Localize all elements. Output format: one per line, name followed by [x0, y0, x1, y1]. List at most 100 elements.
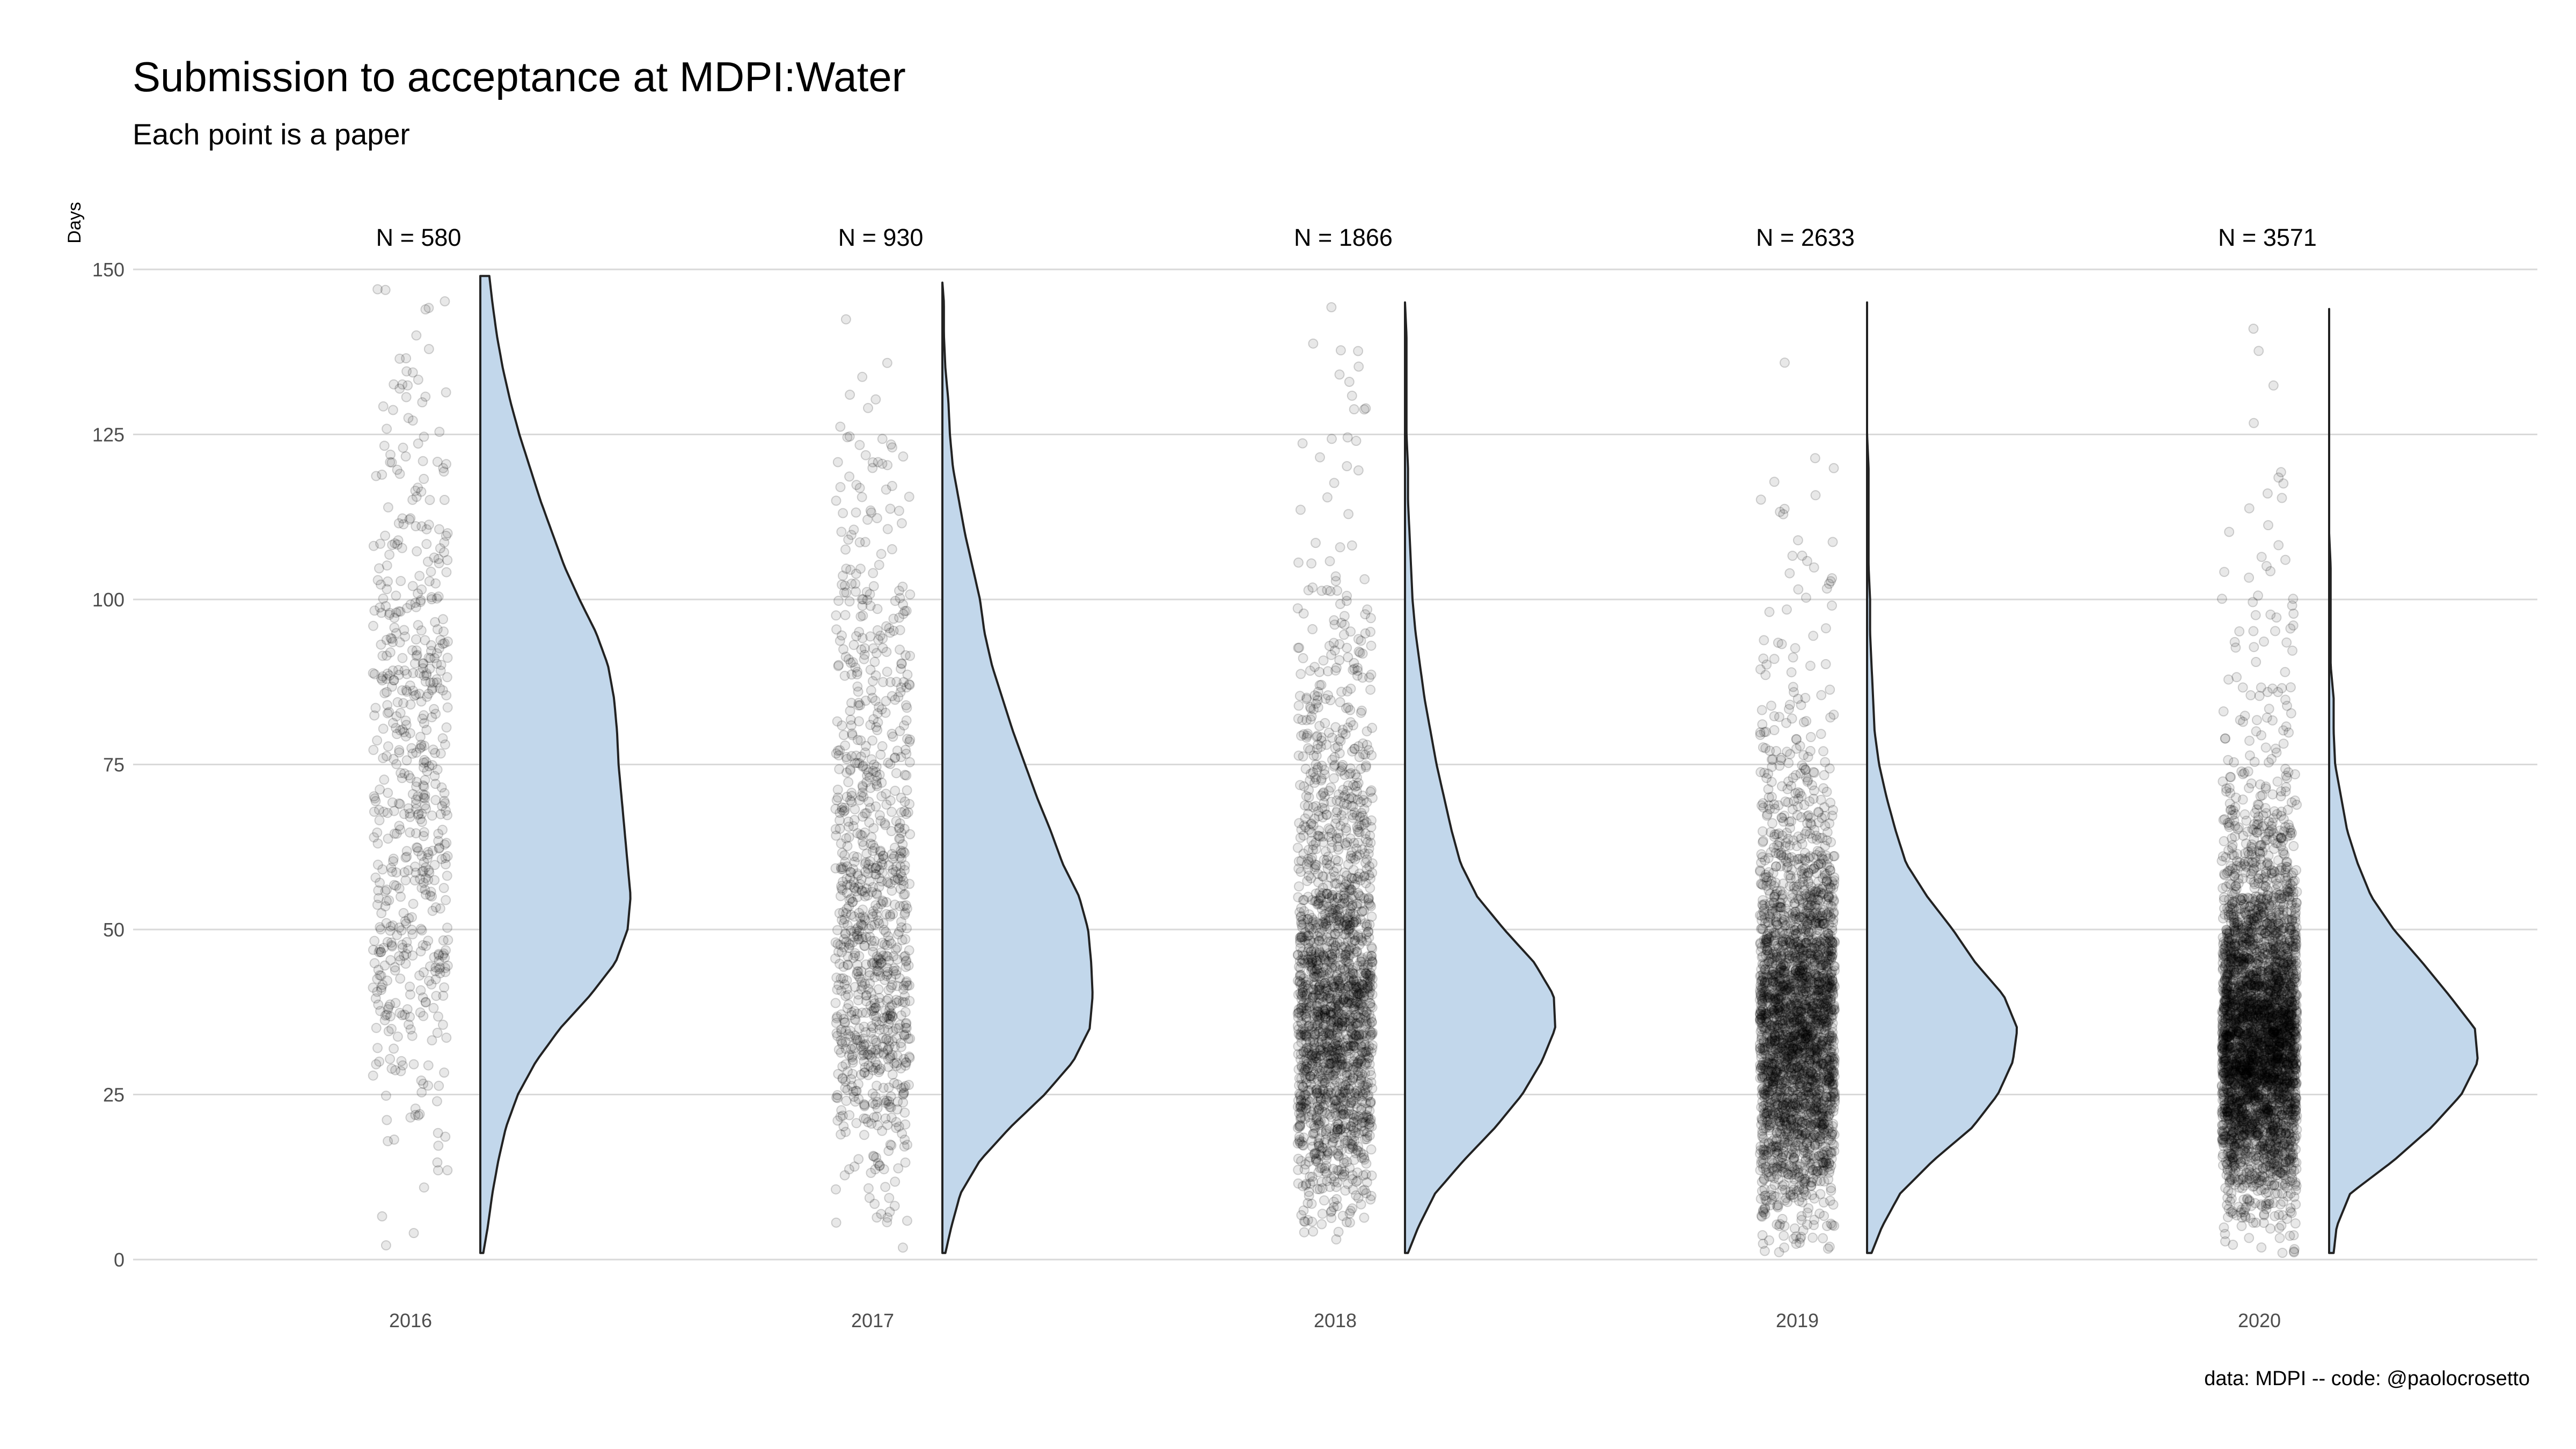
data-point — [1354, 752, 1365, 763]
data-point — [1342, 461, 1352, 472]
data-point — [405, 513, 416, 524]
data-point — [1329, 619, 1340, 630]
data-point — [403, 413, 414, 423]
data-point — [887, 442, 897, 453]
data-point — [418, 762, 429, 773]
data-point — [430, 617, 441, 627]
data-point — [419, 792, 429, 803]
data-point — [371, 471, 382, 481]
data-point — [1345, 906, 1356, 917]
data-point — [1296, 1054, 1306, 1065]
data-point — [401, 731, 411, 742]
data-point — [846, 530, 857, 540]
data-point — [429, 860, 440, 870]
data-point — [423, 865, 434, 876]
data-point — [407, 912, 417, 923]
data-point — [422, 691, 432, 702]
data-point — [378, 723, 389, 734]
data-point — [369, 710, 380, 721]
data-point — [1784, 568, 1795, 579]
data-point — [871, 1016, 882, 1027]
data-point — [899, 770, 910, 780]
data-point — [415, 731, 426, 742]
data-point — [413, 620, 423, 631]
data-point — [1365, 626, 1375, 637]
data-point — [418, 831, 429, 841]
data-point — [407, 645, 418, 656]
data-point — [384, 610, 394, 620]
data-point — [859, 649, 870, 660]
data-point — [1298, 1029, 1308, 1040]
data-point — [1329, 761, 1340, 772]
data-point — [842, 1085, 853, 1095]
data-point — [1324, 556, 1335, 567]
data-point — [1362, 726, 1372, 737]
data-point — [440, 739, 450, 750]
data-point — [430, 902, 441, 913]
data-point — [861, 932, 872, 942]
data-point — [374, 804, 384, 815]
data-point — [371, 1059, 382, 1070]
data-point — [852, 669, 862, 679]
data-point — [372, 284, 383, 295]
data-point — [1318, 788, 1328, 799]
data-point — [437, 639, 448, 649]
data-point — [415, 814, 426, 824]
data-point — [431, 991, 442, 1001]
data-point — [1298, 1205, 1309, 1216]
data-point — [441, 806, 451, 816]
data-point — [382, 700, 393, 711]
data-point — [865, 1000, 876, 1011]
data-point — [441, 1033, 452, 1043]
data-point — [442, 636, 453, 647]
data-point — [383, 1026, 394, 1036]
data-point — [1779, 1242, 1790, 1253]
data-point — [840, 1043, 851, 1054]
data-point — [439, 1067, 450, 1078]
data-point — [1293, 700, 1304, 711]
data-point — [434, 558, 444, 568]
data-point — [426, 887, 436, 897]
data-point — [1314, 1184, 1325, 1195]
data-point — [413, 482, 423, 493]
data-point — [1352, 983, 1363, 993]
data-point — [416, 1087, 427, 1097]
data-point — [1330, 1039, 1341, 1050]
data-point — [841, 792, 852, 802]
data-point — [393, 665, 404, 676]
data-point — [904, 757, 915, 767]
data-point — [1790, 643, 1801, 654]
data-point — [443, 935, 453, 946]
data-point — [885, 503, 896, 514]
data-point — [424, 576, 435, 587]
data-point — [369, 807, 379, 817]
data-point — [401, 851, 412, 862]
data-point — [390, 538, 400, 548]
data-point — [1302, 1042, 1313, 1053]
data-point — [899, 991, 910, 1001]
data-point — [1335, 345, 1346, 356]
data-point — [375, 922, 385, 933]
data-point — [1349, 404, 1359, 415]
data-point — [386, 1023, 397, 1034]
data-point — [851, 568, 861, 579]
data-point — [416, 851, 427, 861]
data-point — [377, 979, 388, 990]
data-point — [1363, 926, 1374, 937]
data-point — [416, 486, 427, 497]
data-point — [839, 1170, 850, 1181]
data-point — [1341, 596, 1352, 606]
data-point — [408, 1059, 419, 1070]
data-point — [438, 614, 448, 625]
data-point — [1773, 638, 1783, 648]
data-point — [427, 810, 437, 821]
data-point — [833, 596, 844, 606]
data-point — [368, 982, 378, 993]
data-point — [1293, 856, 1304, 867]
data-point — [382, 1115, 392, 1125]
data-point — [439, 982, 450, 993]
data-point — [422, 853, 433, 863]
data-point — [405, 699, 416, 710]
data-point — [433, 591, 444, 602]
data-point — [376, 985, 386, 995]
